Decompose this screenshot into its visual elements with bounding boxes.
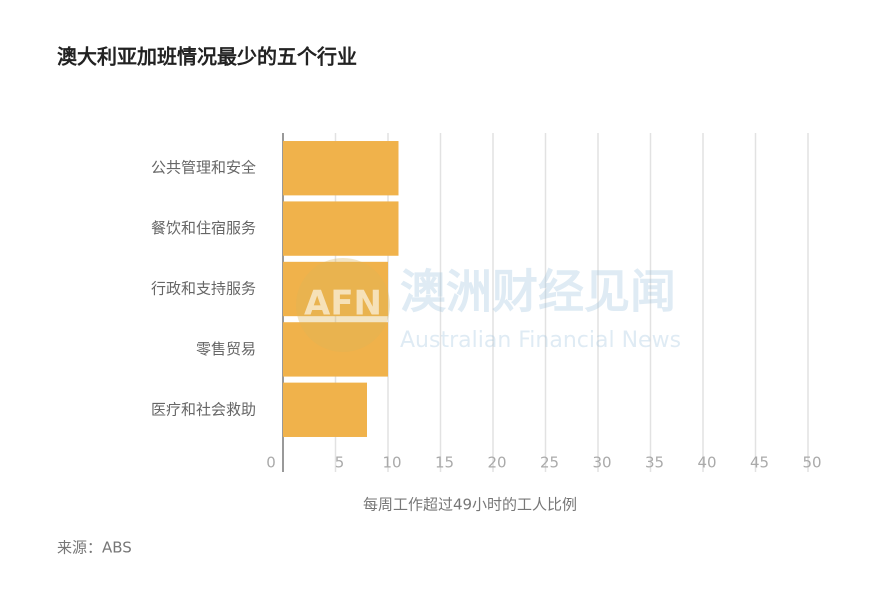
watermark-logo-circle [296,258,390,352]
x-tick-label: 35 [645,454,664,472]
x-tick-label: 10 [382,454,401,472]
y-tick-label: 医疗和社会救助 [151,400,256,418]
x-tick-label: 0 [266,454,276,472]
y-tick-label: 餐饮和住宿服务 [151,219,256,237]
x-axis-label: 每周工作超过49小时的工人比例 [363,496,577,514]
watermark-logo: AFN [304,284,382,324]
bar [283,141,399,196]
x-tick-label: 20 [487,454,506,472]
watermark-name: 澳洲财经见闻 [400,265,676,319]
chart-title: 澳大利亚加班情况最少的五个行业 [57,45,357,69]
bar [283,382,367,437]
y-tick-label: 零售贸易 [196,340,256,358]
x-tick-label: 30 [592,454,611,472]
y-tick-label: 公共管理和安全 [151,159,256,177]
x-tick-label: 25 [540,454,559,472]
source: 来源：ABS [57,539,132,557]
bar [283,322,388,377]
x-tick-label: 15 [435,454,454,472]
x-tick-label: 40 [697,454,716,472]
y-tick-label: 行政和支持服务 [151,280,256,298]
x-tick-label: 45 [750,454,769,472]
bar [283,201,399,256]
bar [283,261,388,317]
x-tick-label: 50 [802,454,821,472]
watermark-subtitle: Australian Financial News [400,328,681,353]
x-tick-label: 5 [335,454,345,472]
